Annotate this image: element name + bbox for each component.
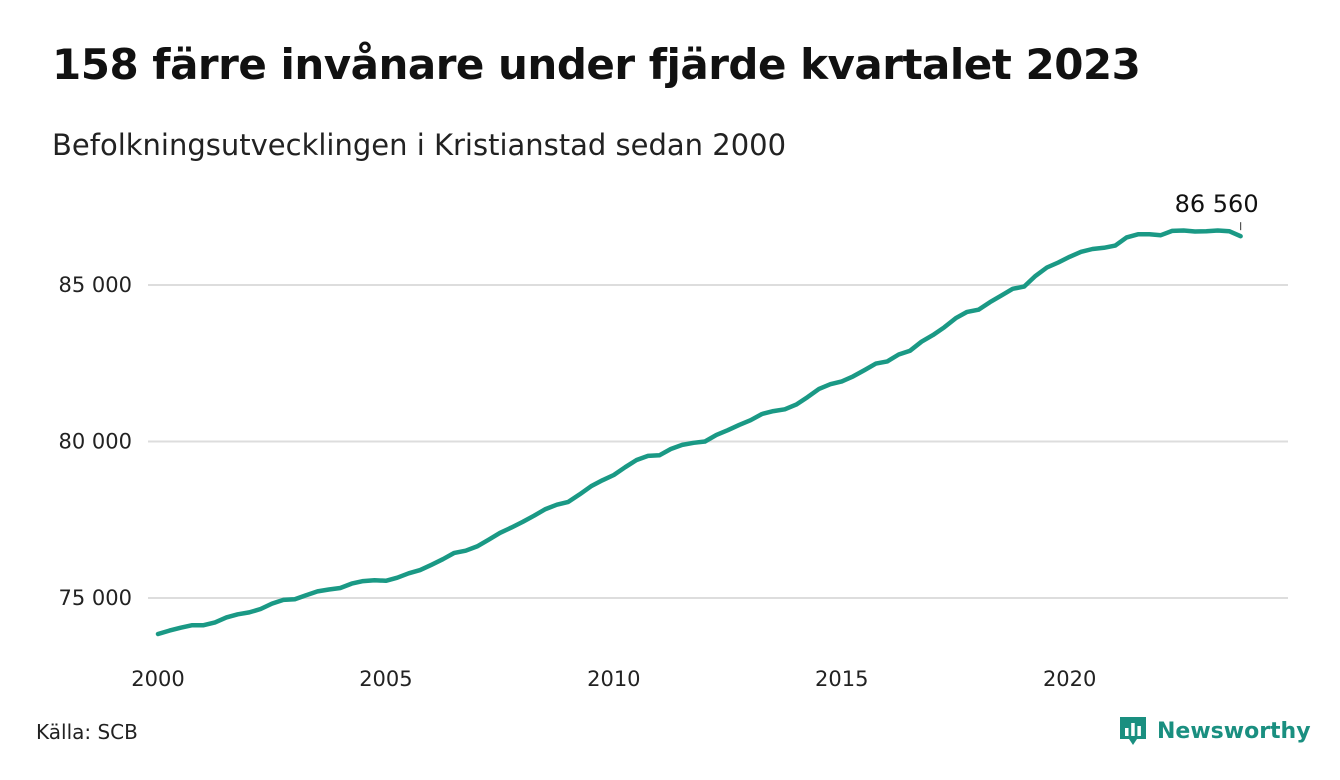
chart-title: 158 färre invånare under fjärde kvartale…	[52, 40, 1141, 89]
x-tick-label: 2015	[815, 667, 868, 691]
chart-subtitle: Befolkningsutvecklingen i Kristianstad s…	[52, 128, 787, 162]
series-layer	[155, 228, 1243, 637]
population-line	[155, 228, 1243, 637]
end-annotation: 86 560	[1175, 190, 1259, 231]
grid-lines	[148, 284, 1288, 599]
x-tick-label: 2000	[131, 667, 184, 691]
brand-logo[interactable]: Newsworthy	[1118, 714, 1311, 748]
x-tick-label: 2020	[1043, 667, 1096, 691]
x-axis-tick-labels: 2000 2005 2010 2015 2020	[131, 667, 1096, 691]
y-axis-tick-labels: 75 000 80 000 85 000	[59, 273, 132, 610]
bar-chart-icon	[1120, 717, 1146, 745]
y-tick-label: 80 000	[59, 430, 132, 454]
brand-name: Newsworthy	[1157, 718, 1311, 744]
x-tick-label: 2005	[359, 667, 412, 691]
end-value-label: 86 560	[1175, 190, 1259, 218]
source-note: Källa: SCB	[36, 720, 138, 744]
x-tick-label: 2010	[587, 667, 640, 691]
y-tick-label: 75 000	[59, 586, 132, 610]
y-tick-label: 85 000	[59, 273, 132, 297]
